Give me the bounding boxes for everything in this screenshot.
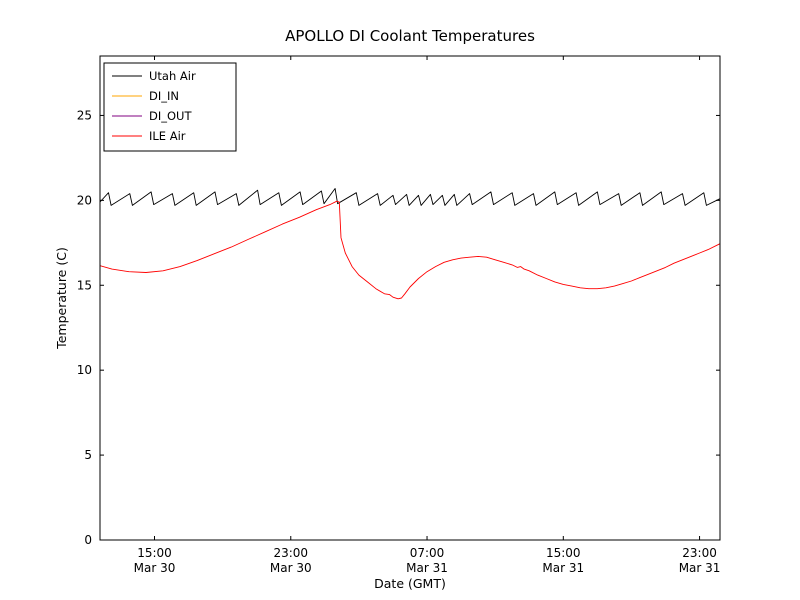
x-tick-label-time: 23:00 — [273, 546, 308, 560]
series-line-utah-air — [100, 188, 720, 206]
y-tick-label: 10 — [77, 363, 92, 377]
x-tick-label-time: 15:00 — [546, 546, 581, 560]
x-tick-label-date: Mar 31 — [542, 561, 584, 575]
y-tick-label: 0 — [84, 533, 92, 547]
series-line-ile-air — [100, 200, 720, 300]
legend-label-di-out: DI_OUT — [149, 109, 192, 123]
x-tick-label-time: 07:00 — [410, 546, 445, 560]
x-tick-label-date: Mar 31 — [406, 561, 448, 575]
y-tick-label: 20 — [77, 193, 92, 207]
x-tick-label-date: Mar 31 — [679, 561, 721, 575]
y-tick-label: 15 — [77, 278, 92, 292]
x-tick-label-time: 23:00 — [682, 546, 717, 560]
legend: Utah Air DI_IN DI_OUT ILE Air — [103, 62, 237, 152]
ticks-group — [100, 56, 720, 541]
x-tick-label-time: 15:00 — [137, 546, 172, 560]
legend-label-di-in: DI_IN — [149, 89, 179, 103]
y-tick-label: 25 — [77, 108, 92, 122]
x-tick-label-date: Mar 30 — [270, 561, 312, 575]
x-tick-label-date: Mar 30 — [134, 561, 176, 575]
legend-label-ile-air: ILE Air — [149, 129, 186, 143]
chart-title: APOLLO DI Coolant Temperatures — [285, 27, 535, 45]
x-axis-label: Date (GMT) — [374, 576, 446, 591]
y-axis-label: Temperature (C) — [54, 247, 69, 350]
series-group — [100, 188, 720, 300]
legend-label-utah-air: Utah Air — [149, 69, 196, 83]
y-tick-label: 5 — [84, 448, 92, 462]
plot-border — [99, 55, 721, 541]
